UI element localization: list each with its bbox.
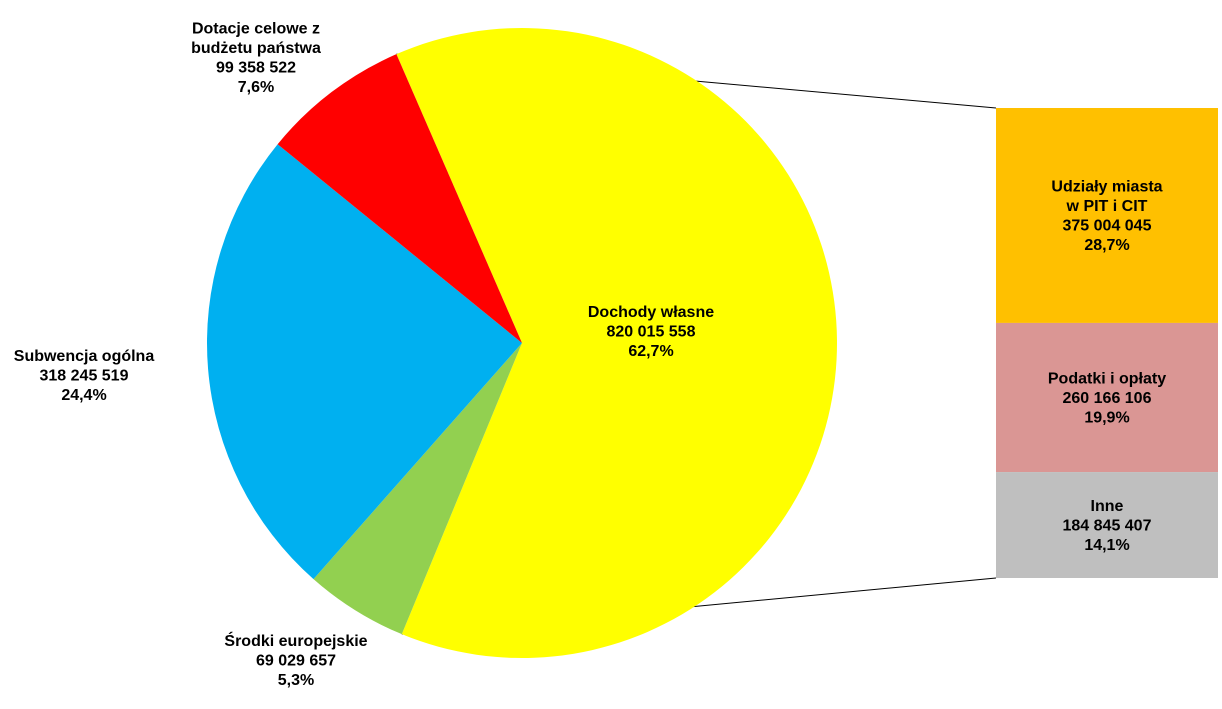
slice-label-3: Dotacje celowe z budżetu państwa 99 358 52… bbox=[191, 20, 321, 96]
bar-segment-label-0: Udziały miasta w PIT i CIT 375 004 045 28,7… bbox=[1051, 179, 1162, 255]
bar-segment-label-1: Podatki i opłaty 260 166 106 19,9% bbox=[1048, 371, 1166, 427]
pie-slices bbox=[206, 28, 837, 659]
bar-segment-0 bbox=[996, 108, 1218, 323]
pie-slice-3 bbox=[277, 54, 522, 343]
pie-slice-2 bbox=[206, 144, 522, 580]
slice-label-0: Dochody własne 820 015 558 62,7% bbox=[588, 304, 714, 360]
slice-label-2: Subwencja ogólna 318 245 519 24,4% bbox=[14, 348, 155, 404]
breakdown-bar bbox=[996, 108, 1218, 578]
pie-slice-1 bbox=[313, 343, 522, 635]
data-labels: Dochody własne 820 015 558 62,7% Środki eur… bbox=[14, 20, 1166, 689]
bar-segment-label-2: Inne 184 845 407 14,1% bbox=[1063, 498, 1152, 554]
slice-label-1: Środki europejskie 69 029 657 5,3% bbox=[224, 631, 367, 689]
bar-segment-2 bbox=[996, 472, 1218, 578]
bar-segment-1 bbox=[996, 322, 1218, 473]
pie-slice-0 bbox=[396, 28, 837, 659]
